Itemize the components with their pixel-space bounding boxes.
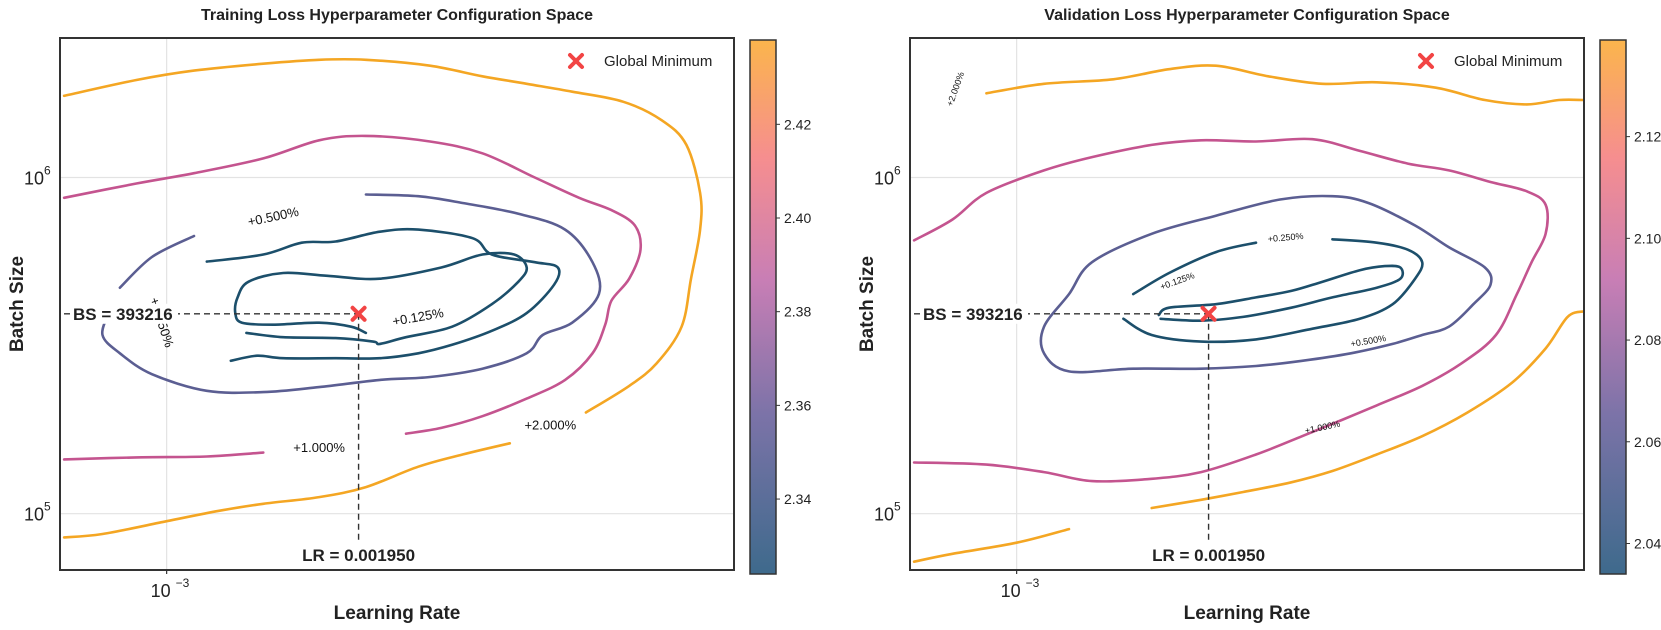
colorbar: 2.34 2.36 2.38 2.40 2.42 <box>749 39 811 575</box>
chart-title: Validation Loss Hyperparameter Configura… <box>1044 7 1450 24</box>
legend-label: Global Minimum <box>604 53 712 70</box>
y-tick-label: 10 <box>24 505 44 525</box>
contour-line <box>912 137 1549 483</box>
global-minimum-marker <box>1200 305 1217 322</box>
contour-layer: +0.125%+0.250%+0.500%+1.000%+2.000% <box>62 57 703 539</box>
contour-line <box>1122 238 1424 344</box>
global-minimum-marker <box>350 305 367 322</box>
x-tick-exponent: −3 <box>1026 576 1040 590</box>
y-axis-label: Batch Size <box>7 256 28 352</box>
colorbar-ticks: 2.04 2.06 2.08 2.10 2.12 <box>1626 129 1661 551</box>
legend-label: Global Minimum <box>1454 53 1562 70</box>
axis-ticks: 10 −310 510 6 <box>24 164 190 601</box>
validation-chart-panel: Validation Loss Hyperparameter Configura… <box>857 7 1661 624</box>
colorbar-ticks: 2.34 2.36 2.38 2.40 2.42 <box>776 116 811 507</box>
y-tick-label: 10 <box>24 169 44 189</box>
contour-label: +0.125% <box>391 305 445 329</box>
contour-line <box>62 57 703 414</box>
colorbar-tick-label: 2.42 <box>784 116 811 132</box>
y-tick-label: 10 <box>874 169 894 189</box>
lr-text-background <box>1146 542 1271 566</box>
colorbar-tick-label: 2.36 <box>784 397 811 413</box>
plot-frame <box>909 37 1585 571</box>
legend: Global Minimum <box>1418 53 1562 70</box>
x-tick-label: 10 <box>151 581 171 601</box>
contour-lines <box>912 64 1584 563</box>
contour-line <box>985 64 1584 106</box>
plot-frame <box>59 37 735 571</box>
contour-line <box>62 451 265 461</box>
y-tick-exponent: 5 <box>894 500 901 514</box>
legend: Global Minimum <box>568 53 712 70</box>
contour-layer: +0.125%+0.250%+0.500%+1.000%+2.000% <box>912 64 1584 563</box>
chart-title: Training Loss Hyperparameter Configurati… <box>201 7 593 24</box>
contour-line <box>62 134 643 435</box>
contour-line <box>1131 241 1258 296</box>
colorbar: 2.04 2.06 2.08 2.10 2.12 <box>1599 39 1661 575</box>
y-tick-exponent: 6 <box>44 164 51 178</box>
axis-ticks: 10 −310 510 6 <box>874 164 1040 601</box>
colorbar-tick-label: 2.04 <box>1634 535 1661 551</box>
x-tick-label: 10 <box>1001 581 1021 601</box>
bs-text-background <box>70 303 178 324</box>
y-tick-exponent: 5 <box>44 500 51 514</box>
colorbar-tick-label: 2.06 <box>1634 434 1661 450</box>
colorbar-tick-label: 2.12 <box>1634 129 1661 145</box>
y-tick-exponent: 6 <box>894 164 901 178</box>
contour-line <box>62 442 512 539</box>
legend-marker-x-icon <box>568 53 584 69</box>
bs-text-background <box>920 303 1028 324</box>
contour-line <box>233 251 529 346</box>
lr-text-background <box>296 542 421 566</box>
legend-marker-x-icon <box>1418 53 1434 69</box>
contour-line <box>912 527 1071 563</box>
lr-annotation: LR = 0.001950 <box>302 546 415 565</box>
contour-line <box>1157 264 1405 323</box>
contour-line <box>1150 310 1584 510</box>
bs-annotation: BS = 393216 <box>923 305 1023 324</box>
colorbar-gradient <box>1599 39 1627 575</box>
colorbar-gradient <box>749 39 777 575</box>
colorbar-tick-label: 2.34 <box>784 491 811 507</box>
contour-label: +0.500% <box>246 204 300 230</box>
contour-label: +1.000% <box>1304 419 1341 436</box>
contour-label: +1.000% <box>293 440 345 455</box>
contour-label: +0.250% <box>1267 231 1304 244</box>
bs-annotation: BS = 393216 <box>73 305 173 324</box>
colorbar-tick-label: 2.40 <box>784 210 811 226</box>
contour-label: +2.000% <box>524 418 576 433</box>
contour-lines <box>62 57 703 539</box>
contour-label: +2.000% <box>945 71 967 108</box>
x-tick-exponent: −3 <box>176 576 190 590</box>
colorbar-tick-label: 2.10 <box>1634 230 1661 246</box>
lr-annotation: LR = 0.001950 <box>1152 546 1265 565</box>
contour-line <box>118 234 196 289</box>
colorbar-tick-label: 2.08 <box>1634 332 1661 348</box>
x-axis-label: Learning Rate <box>334 603 461 624</box>
contour-line <box>100 193 602 395</box>
minimum-annotation: BS = 393216 LR = 0.001950 <box>64 303 421 566</box>
x-axis-label: Learning Rate <box>1184 603 1311 624</box>
contour-line <box>205 227 561 363</box>
colorbar-tick-label: 2.38 <box>784 304 811 320</box>
contour-line <box>1039 194 1493 374</box>
y-axis-label: Batch Size <box>857 256 878 352</box>
y-tick-label: 10 <box>874 505 894 525</box>
training-chart-panel: Training Loss Hyperparameter Configurati… <box>7 7 811 624</box>
minimum-annotation: BS = 393216 LR = 0.001950 <box>914 303 1271 566</box>
contour-label: +0.125% <box>1159 270 1196 292</box>
